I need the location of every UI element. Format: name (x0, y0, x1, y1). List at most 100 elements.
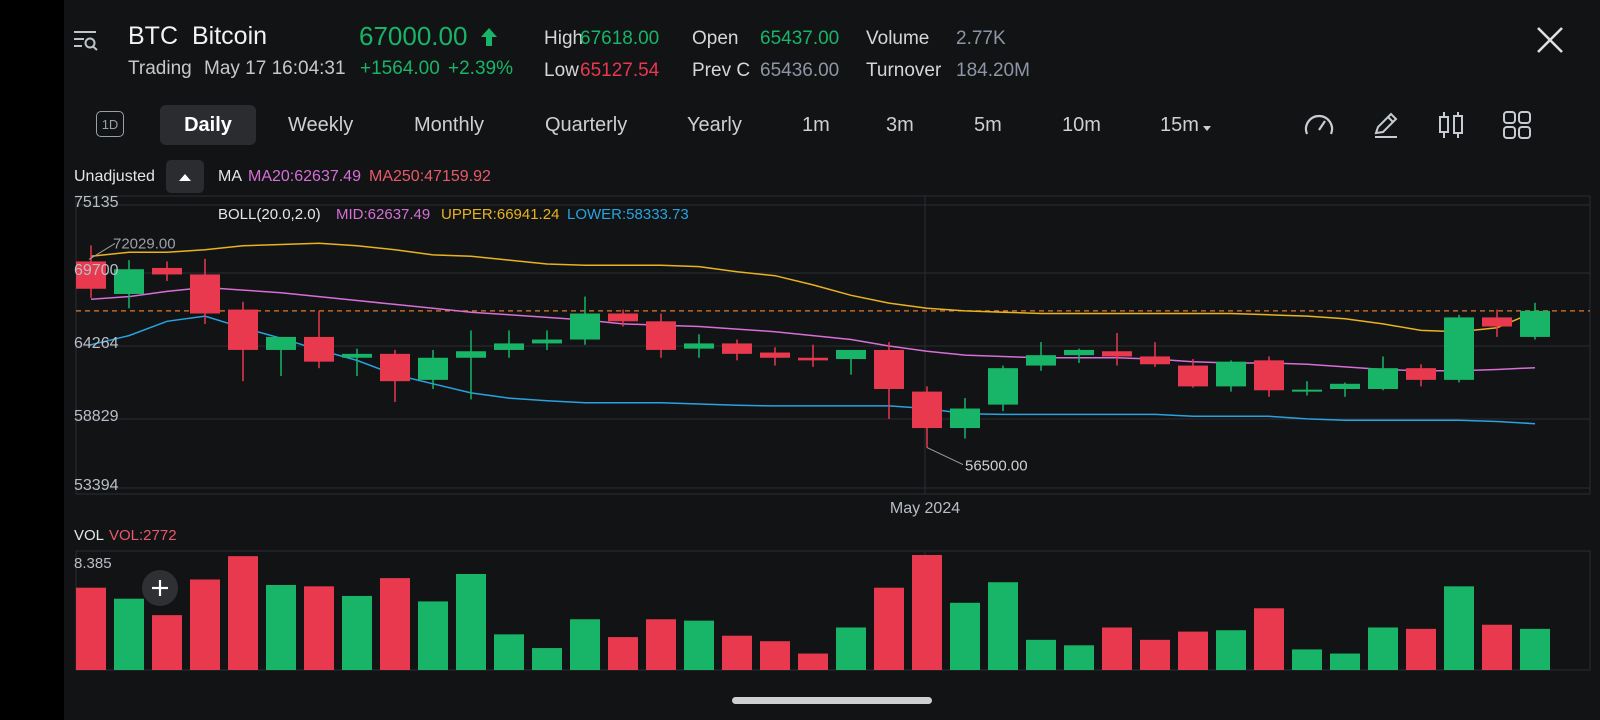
volume-label: Volume (866, 28, 930, 49)
tab-daily[interactable]: Daily (160, 105, 256, 145)
home-indicator[interactable] (732, 697, 932, 704)
tab-monthly[interactable]: Monthly (414, 114, 485, 136)
candle-body (722, 343, 752, 354)
menu-search-icon[interactable] (72, 26, 100, 54)
candle-body (228, 309, 258, 350)
trading-time: May 17 16:04:31 (204, 58, 346, 79)
y-tick-label: 75135 (74, 194, 119, 211)
candle-body (608, 313, 638, 322)
volume-value: 2.77K (956, 28, 1006, 49)
speedometer-icon[interactable] (1302, 108, 1336, 142)
candle-body (874, 349, 904, 389)
caret-down-icon[interactable] (1201, 120, 1213, 131)
candlestick-icon[interactable] (1434, 108, 1468, 142)
tab-5m[interactable]: 5m (974, 114, 1002, 136)
candle-body (570, 313, 600, 340)
price-chart[interactable]: 72029.00 56500.00 75135 69700 64264 58829 5339… (64, 0, 1600, 720)
candle (1520, 302, 1550, 340)
candle (912, 386, 942, 448)
boll-upper-line (90, 242, 1536, 333)
volume-bar (912, 555, 942, 670)
candle (190, 258, 220, 324)
volume-bar (1330, 653, 1360, 670)
tab-yearly[interactable]: Yearly (687, 114, 742, 136)
arrow-up-icon (480, 26, 498, 48)
low-value: 65127.54 (580, 60, 660, 81)
adjust-mode-label[interactable]: Unadjusted (74, 168, 155, 185)
volume-bar (76, 587, 106, 670)
boll-upper-value: UPPER:66941.24 (441, 206, 560, 223)
tab-3m[interactable]: 3m (886, 114, 914, 136)
tab-quarterly[interactable]: Quarterly (545, 114, 628, 136)
tab-weekly[interactable]: Weekly (288, 114, 354, 136)
candle-body (1254, 360, 1284, 391)
turnover-value: 184.20M (956, 60, 1030, 81)
volume-bar (1178, 631, 1208, 670)
candle (1102, 333, 1132, 366)
high-annotation-line (88, 243, 116, 260)
volume-bar (1026, 639, 1056, 670)
last-price: 67000.00 (359, 21, 468, 51)
candle (1444, 314, 1474, 383)
candle (1026, 342, 1056, 371)
candle-body (1482, 317, 1512, 327)
open-label: Open (692, 28, 739, 49)
candle-body (190, 274, 220, 314)
candle (152, 261, 182, 281)
candle-body (1216, 361, 1246, 387)
symbol-name: Bitcoin (192, 22, 268, 50)
open-value: 65437.00 (760, 28, 840, 49)
candle-body (1406, 368, 1436, 380)
grid-icon[interactable] (1500, 108, 1534, 142)
volume-bar (152, 615, 182, 670)
candle-body (988, 368, 1018, 405)
candle-body (646, 321, 676, 350)
period-1d-icon[interactable]: 1D (96, 111, 124, 137)
volume-bar (1482, 624, 1512, 670)
candle (456, 330, 486, 400)
volume-bar (570, 619, 600, 670)
volume-bar (836, 627, 866, 670)
caret-up-icon[interactable] (166, 160, 204, 193)
candle-body (114, 269, 144, 294)
volume-bars (76, 555, 1550, 670)
vol-value: VOL:2772 (109, 527, 177, 544)
candle (1482, 309, 1512, 337)
candle (380, 349, 410, 403)
tab-10m[interactable]: 10m (1062, 114, 1101, 136)
volume-bar (646, 619, 676, 670)
boll-mid-line (90, 286, 1536, 372)
plus-icon[interactable] (142, 570, 178, 606)
candle (342, 348, 372, 376)
volume-bar (1216, 630, 1246, 670)
volume-bar (190, 579, 220, 670)
candle-body (418, 357, 448, 380)
candle-body (1178, 365, 1208, 387)
pencil-icon[interactable] (1369, 108, 1403, 142)
ma20-value: MA20:62637.49 (248, 168, 361, 185)
app-window: BTC Bitcoin Trading May 17 16:04:31 6700… (64, 0, 1600, 720)
candle (1292, 381, 1322, 396)
candle-body (304, 336, 334, 362)
candle (1254, 356, 1284, 397)
candle-body (380, 353, 410, 382)
volume-bar (608, 637, 638, 670)
volume-bar (1406, 628, 1436, 670)
candle (1064, 348, 1094, 363)
candle-body (456, 351, 486, 358)
close-icon[interactable] (1532, 22, 1568, 58)
volume-bar (1444, 586, 1474, 670)
candle-body (836, 349, 866, 360)
high-label: High (544, 28, 584, 49)
tab-1m[interactable]: 1m (802, 114, 830, 136)
prev-close-value: 65436.00 (760, 60, 840, 81)
candles (76, 245, 1550, 448)
candle (874, 342, 904, 419)
candle (228, 301, 258, 382)
tab-15m[interactable]: 15m (1160, 114, 1199, 136)
candle-body (494, 343, 524, 350)
vol-label: VOL (74, 527, 105, 544)
volume-bar (342, 595, 372, 670)
candle-body (1330, 383, 1360, 389)
chart-grid (75, 195, 1591, 671)
